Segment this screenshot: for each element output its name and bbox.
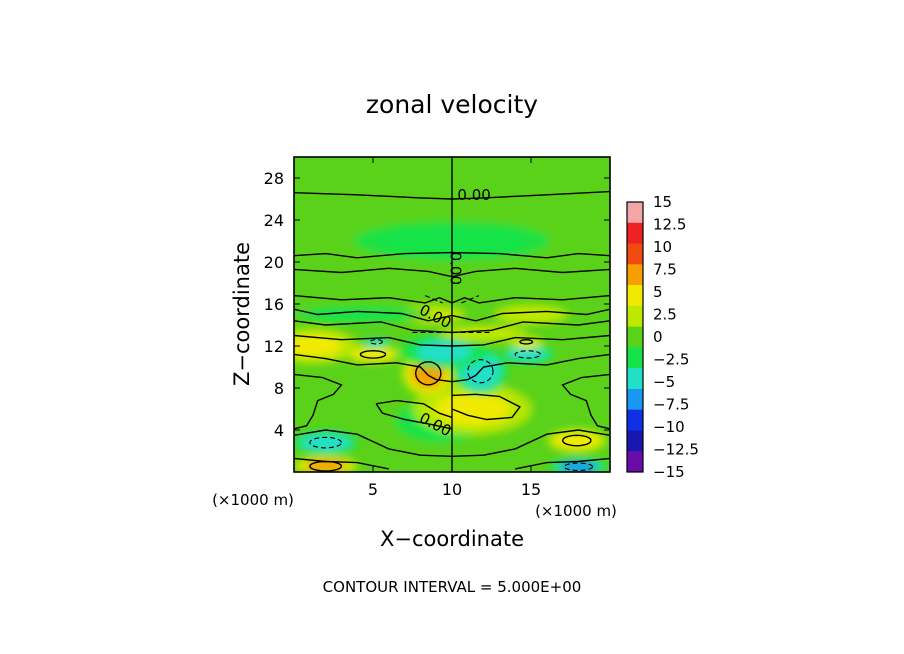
colorbar-label: −10 (653, 418, 685, 436)
colorbar-label: −15 (653, 463, 685, 481)
colorbar-swatch (627, 305, 643, 328)
x-tick-label: 10 (442, 480, 462, 499)
colorbar-label: 10 (653, 238, 672, 256)
x-unit-right: (×1000 m) (535, 502, 617, 520)
colorbar-swatch (627, 202, 643, 224)
x-tick-label: 5 (368, 480, 378, 499)
contour-line (294, 294, 610, 304)
contour-line (561, 373, 610, 430)
chart-title: zonal velocity (366, 90, 538, 119)
negative-contour-loop (563, 462, 594, 471)
colorbar-label: −2.5 (653, 351, 689, 369)
contour-label: 0.00 (446, 252, 464, 285)
positive-contour-loop (519, 338, 534, 345)
colorbar-swatch (627, 285, 643, 307)
contour-line (294, 320, 610, 334)
y-tick-label: 28 (264, 169, 284, 188)
field-feature (546, 428, 607, 453)
colorbar-label: 2.5 (653, 306, 677, 324)
colorbar-swatch (627, 243, 643, 265)
colorbar-label: 7.5 (653, 261, 677, 279)
negative-contour-loop (369, 339, 384, 345)
colorbar-swatch (627, 409, 643, 431)
positive-contour-loop (359, 349, 387, 359)
colorbar-label: 15 (653, 193, 672, 211)
x-unit-left: (×1000 m) (212, 491, 294, 509)
y-tick-label: 20 (264, 253, 284, 272)
contour-line (294, 251, 610, 259)
y-tick-label: 24 (264, 211, 284, 230)
contour-line (376, 399, 453, 419)
negative-contour-loop (514, 350, 541, 359)
contour-line (294, 353, 610, 383)
contour-line (451, 393, 521, 421)
colorbar-label: −7.5 (653, 396, 689, 414)
field-feature (358, 336, 395, 349)
colorbar-label: 0 (653, 328, 663, 346)
colorbar-swatch (627, 451, 643, 473)
positive-contour-loop (309, 460, 343, 472)
y-tick-label: 4 (274, 421, 284, 440)
contour-interval-text: CONTOUR INTERVAL = 5.000E+00 (323, 578, 582, 596)
colorbar-swatch (627, 430, 643, 452)
negative-contour-loop (467, 359, 494, 384)
contour-line (375, 403, 453, 430)
colorbar-label: 5 (653, 283, 663, 301)
colorbar-label: 12.5 (653, 216, 686, 234)
contour-line (294, 457, 389, 470)
field-feature (294, 304, 433, 325)
x-axis-ticks: 5 10 15 (368, 157, 541, 499)
negative-contour-loop (309, 436, 342, 449)
colorbar-label: −12.5 (653, 441, 699, 459)
contour-line (515, 457, 610, 470)
colorbar-frame (626, 201, 644, 473)
colorbar: 15 12.5 10 7.5 5 2.5 0 −2.5 −5 −7.5 −10 −12.5 −15 (626, 193, 699, 481)
y-tick-label: 16 (264, 295, 284, 314)
contour-line (294, 190, 610, 200)
contour-line (294, 308, 610, 322)
contour-line (294, 267, 610, 278)
field-feature (485, 302, 577, 327)
y-tick-label: 8 (274, 379, 284, 398)
contour-line (294, 373, 343, 430)
x-tick-label: 15 (521, 480, 541, 499)
colorbar-swatch (627, 264, 643, 286)
x-axis-label: X−coordinate (380, 527, 524, 551)
contour-line (424, 295, 443, 304)
field-feature (412, 383, 533, 435)
contour-label: 0.00 (457, 186, 490, 204)
contour-line (294, 334, 610, 347)
positive-contour-loop (414, 361, 442, 386)
field-feature (500, 345, 555, 364)
colorbar-label: −5 (653, 373, 675, 391)
colorbar-swatch (627, 222, 643, 245)
y-axis-label: Z−coordinate (230, 242, 254, 386)
contour-line (461, 295, 480, 304)
colorbar-swatch (627, 368, 643, 390)
positive-contour-loop (561, 434, 592, 447)
y-axis-ticks: 4 8 12 16 20 24 28 (264, 169, 610, 440)
colorbar-swatch (627, 326, 643, 348)
colorbar-swatch (627, 388, 643, 411)
field-feature (548, 457, 609, 472)
colorbar-swatch (627, 347, 643, 369)
y-tick-label: 12 (264, 337, 284, 356)
contour-line (294, 429, 610, 458)
